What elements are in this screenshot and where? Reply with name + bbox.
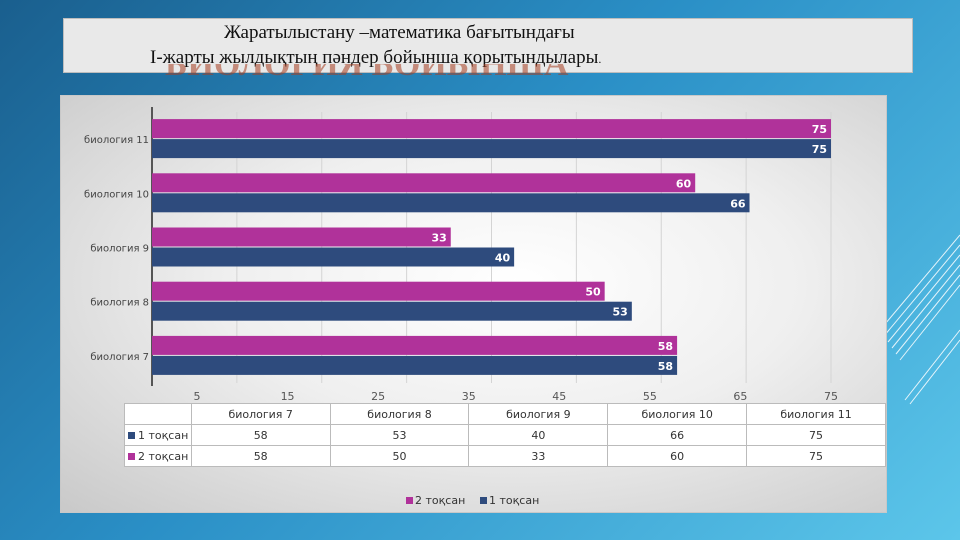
bar-series1-0: [152, 355, 678, 375]
x-tick-label: 45: [552, 390, 566, 403]
x-tick-label: 75: [824, 390, 838, 403]
table-cell: 53: [329, 424, 470, 446]
table-row-header: 1 тоқсан: [124, 424, 192, 446]
bar-series1-2: [152, 247, 515, 267]
category-label-4: биология 11: [84, 135, 149, 146]
legend-label-series1: 1 тоқсан: [489, 494, 539, 507]
bar-series1-1: [152, 301, 632, 321]
value-label-series2-1: 50: [585, 286, 601, 299]
category-label-2: биология 9: [90, 244, 149, 255]
x-tick-label: 15: [281, 390, 295, 403]
table-row: 1 тоқсан 58 53 40 66 75: [124, 424, 886, 446]
legend-swatch-series1: [480, 497, 487, 504]
title-line-2: І-жарты жылдықтың пәндер бойынша қорытын…: [150, 47, 601, 69]
bar-series1-3: [152, 193, 750, 213]
value-label-series2-3: 60: [676, 177, 692, 190]
bar-series2-1: [152, 281, 605, 301]
bar-series2-2: [152, 227, 451, 247]
table-swatch: [128, 453, 135, 460]
x-tick-label: 65: [733, 390, 747, 403]
title-line-2-suffix: .: [598, 52, 602, 66]
title-line-2-text: І-жарты жылдықтың пәндер бойынша қорытын…: [150, 47, 599, 68]
value-label-series2-2: 33: [431, 232, 446, 245]
value-label-series2-0: 58: [658, 340, 673, 353]
table-series-name: 2 тоқсан: [138, 449, 189, 463]
value-label-series1-1: 53: [613, 306, 628, 319]
table-cell: 75: [746, 424, 886, 446]
x-tick-label: 55: [643, 390, 657, 403]
table-cell: 66: [607, 424, 748, 446]
title-line-1: Жаратылыстану –математика бағытындағы: [224, 22, 575, 43]
ghost-heading: БИОЛОГИЯ БОЙЫНША: [165, 46, 569, 83]
bar-series2-0: [152, 335, 678, 355]
title-box: Жаратылыстану –математика бағытындағы І-…: [63, 18, 913, 73]
value-label-series1-3: 66: [730, 197, 746, 210]
bar-series2-3: [152, 173, 696, 193]
category-label-3: биология 10: [84, 189, 149, 200]
table-cell: 50: [329, 445, 470, 467]
table-cell: 75: [746, 445, 886, 467]
category-label-1: биология 8: [90, 298, 149, 309]
data-table: биология 7 биология 8 биология 9 биология 1…: [124, 403, 886, 467]
legend-label-series2: 2 тоқсан: [415, 494, 465, 507]
chart-panel: 58 58 биология 7 50 53 биология 8 33 40 биология…: [60, 95, 887, 513]
table-row-header: 2 тоқсан: [124, 445, 192, 467]
table-cell: 58: [190, 445, 331, 467]
table-header-cell: биология 11: [746, 403, 886, 425]
table-header-cell: биология 9: [468, 403, 609, 425]
table-header-cell: биология 7: [190, 403, 331, 425]
table-row: 2 тоқсан 58 50 33 60 75: [124, 445, 886, 467]
table-swatch: [128, 432, 135, 439]
table-header-cell: биология 10: [607, 403, 748, 425]
x-tick-label: 35: [462, 390, 476, 403]
table-series-name: 1 тоқсан: [138, 428, 189, 442]
table-cell: 58: [190, 424, 331, 446]
value-label-series2-4: 75: [812, 123, 827, 136]
table-header-cell: биология 8: [329, 403, 470, 425]
value-label-series1-4: 75: [812, 143, 827, 156]
table-corner-cell: [124, 403, 192, 425]
table-cell: 33: [468, 445, 609, 467]
legend-swatch-series2: [406, 497, 413, 504]
bar-series2-4: [152, 119, 831, 139]
value-label-series1-2: 40: [495, 252, 511, 265]
bar-series1-4: [152, 139, 831, 159]
x-tick-label: 5: [194, 390, 201, 403]
x-tick-label: 25: [371, 390, 385, 403]
table-cell: 60: [607, 445, 748, 467]
value-label-series1-0: 58: [658, 360, 673, 373]
category-label-0: биология 7: [90, 352, 149, 363]
table-cell: 40: [468, 424, 609, 446]
table-header-row: биология 7 биология 8 биология 9 биология 1…: [124, 403, 886, 425]
